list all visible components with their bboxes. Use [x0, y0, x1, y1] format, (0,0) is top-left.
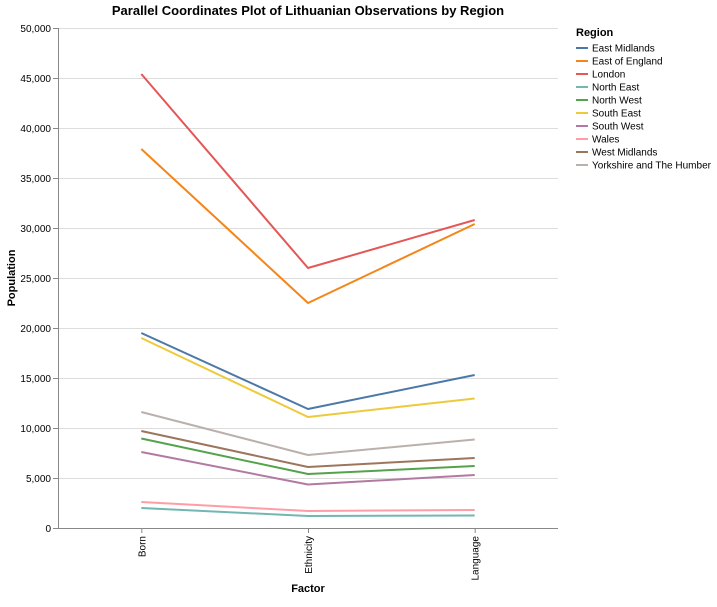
legend-item-label: North West — [592, 96, 642, 107]
y-tick-label: 15,000 — [20, 374, 51, 385]
y-tick-label: 50,000 — [20, 24, 51, 35]
chart-title: Parallel Coordinates Plot of Lithuanian … — [112, 3, 504, 18]
legend-item-label: South East — [592, 109, 641, 120]
series-line — [141, 451, 475, 486]
legend-title: Region — [576, 27, 614, 39]
y-tick-label: 40,000 — [20, 124, 51, 135]
series-line — [141, 411, 475, 456]
y-tick-label: 25,000 — [20, 274, 51, 285]
series-line — [141, 507, 475, 517]
legend-item-label: Yorkshire and The Humber — [592, 161, 712, 172]
y-tick-label: 10,000 — [20, 424, 51, 435]
y-tick-label: 30,000 — [20, 224, 51, 235]
series-line — [141, 501, 475, 512]
axes: 0 5,000 10,000 15,000 20,000 25,000 30,000 35,0… — [20, 24, 558, 581]
y-axis-title: Population — [6, 249, 18, 306]
series-line — [141, 430, 475, 468]
y-tick-label: 45,000 — [20, 74, 51, 85]
legend-item-label: London — [592, 70, 625, 81]
series-lines — [140, 73, 476, 517]
x-axis-title: Factor — [291, 583, 325, 595]
gridlines — [58, 28, 558, 529]
y-tick-label: 0 — [45, 524, 51, 535]
y-tick-label: 5,000 — [26, 474, 51, 485]
series-line — [140, 73, 475, 269]
legend-item-label: East of England — [592, 57, 663, 68]
legend-item-label: South West — [592, 122, 644, 133]
legend-item-label: Wales — [592, 135, 619, 146]
y-tick-label: 20,000 — [20, 324, 51, 335]
x-tick-label: Language — [471, 536, 482, 581]
legend: Region East Midlands East of England Londo… — [576, 27, 712, 172]
series-line — [140, 148, 476, 304]
series-line — [141, 437, 475, 475]
legend-item-label: North East — [592, 83, 639, 94]
series-line — [140, 332, 475, 410]
y-tick-label: 35,000 — [20, 174, 51, 185]
x-tick-label: Ethnicity — [304, 536, 315, 574]
legend-item-label: West Midlands — [592, 148, 657, 159]
x-tick-label: Born — [137, 536, 148, 557]
legend-item-label: East Midlands — [592, 44, 655, 55]
series-line — [140, 337, 475, 418]
